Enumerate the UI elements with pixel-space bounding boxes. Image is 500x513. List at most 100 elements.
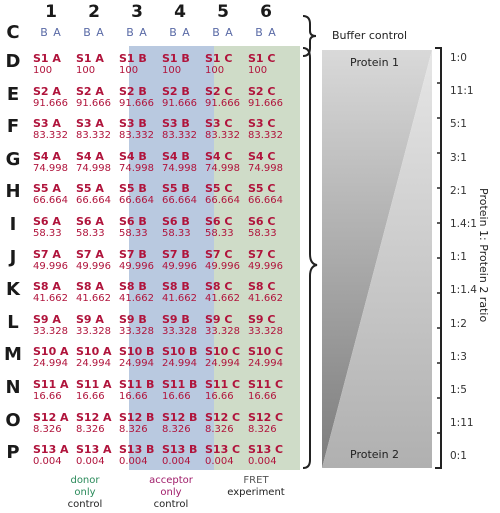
well-sample-name: S2 C bbox=[205, 84, 233, 98]
ba-label: B A bbox=[83, 26, 105, 39]
well-value: 91.666 bbox=[162, 97, 197, 109]
well-sample-name: S11 C bbox=[248, 378, 284, 391]
well-sample-name: S10 B bbox=[119, 345, 155, 359]
well-cell: S11 A 16.66 bbox=[76, 379, 116, 403]
well-value: 0.004 bbox=[205, 456, 234, 468]
well-sample-name: S9 C bbox=[205, 312, 233, 326]
well-cell: S6 C 58.33 bbox=[205, 216, 245, 240]
well-value: 100 bbox=[162, 65, 182, 76]
well-cell: S13 C 0.004 bbox=[205, 444, 245, 468]
buffer-control-label: Buffer control bbox=[332, 29, 408, 42]
well-sample-name: S11 A bbox=[76, 378, 112, 391]
well-cell: S6 A 58.33 bbox=[76, 216, 116, 240]
well-sample-name: S10 A bbox=[33, 345, 69, 359]
ratio-bracket bbox=[435, 47, 442, 469]
well-cell: S2 B 91.666 bbox=[162, 85, 202, 110]
well-cell: S6 C 58.33 bbox=[248, 216, 288, 240]
well-sample-name: S11 C bbox=[205, 378, 241, 391]
well-sample-name: S7 A bbox=[33, 247, 61, 261]
well-value: 0.004 bbox=[119, 456, 148, 468]
well-cell: S9 A 33.328 bbox=[76, 313, 116, 338]
well-value: 83.332 bbox=[162, 130, 197, 142]
well-cell: S4 C 74.998 bbox=[248, 149, 288, 175]
well-cell: S4 A 74.998 bbox=[76, 150, 116, 175]
well-value: 8.326 bbox=[33, 423, 62, 435]
well-cell: S5 C 66.664 bbox=[205, 183, 245, 207]
well-cell: S4 C 74.998 bbox=[205, 150, 245, 175]
well-value: 0.004 bbox=[33, 456, 62, 468]
well-sample-name: S5 B bbox=[162, 182, 190, 196]
well-value: 24.994 bbox=[248, 358, 283, 370]
row-label-i: I bbox=[9, 214, 17, 235]
well-cell: S2 C 91.666 bbox=[248, 85, 288, 110]
well-sample-name: S9 A bbox=[33, 312, 61, 326]
well-cell: S3 A 83.332 bbox=[76, 118, 116, 142]
well-cell: S10 C 24.994 bbox=[248, 346, 288, 370]
well-sample-name: S5 A bbox=[76, 182, 104, 196]
well-value: 16.66 bbox=[248, 391, 277, 402]
well-cell: S7 C 49.996 bbox=[248, 248, 288, 273]
column-header-4: 4 bbox=[174, 2, 186, 22]
well-cell: S13 B 0.004 bbox=[162, 444, 202, 468]
ratio-triangles bbox=[322, 50, 432, 468]
well-cell: S8 B 41.662 bbox=[162, 281, 202, 305]
well-sample-name: S10 C bbox=[248, 345, 284, 359]
well-cell: S13 C 0.004 bbox=[248, 444, 288, 468]
well-cell: S5 B 66.664 bbox=[162, 183, 202, 207]
well-cell: S3 C 83.332 bbox=[248, 118, 288, 142]
well-sample-name: S3 A bbox=[33, 117, 61, 131]
row-label-k: K bbox=[6, 279, 20, 301]
well-value: 58.33 bbox=[205, 228, 234, 239]
well-sample-name: S10 C bbox=[205, 345, 241, 359]
well-value: 100 bbox=[76, 65, 96, 76]
well-cell: S9 B 33.328 bbox=[119, 312, 159, 338]
row-label-p: P bbox=[6, 442, 20, 464]
ratio-label: 1:5 bbox=[450, 384, 467, 396]
well-sample-name: S11 B bbox=[162, 378, 198, 391]
ratio-label: 1:11 bbox=[450, 417, 474, 430]
well-value: 66.664 bbox=[248, 195, 283, 207]
well-value: 66.664 bbox=[76, 195, 111, 207]
ba-label: B A bbox=[255, 26, 277, 39]
well-sample-name: S11 A bbox=[33, 378, 69, 391]
well-value: 66.664 bbox=[119, 195, 154, 207]
well-value: 33.328 bbox=[162, 325, 197, 337]
well-value: 66.664 bbox=[162, 195, 197, 207]
well-cell: S9 A 33.328 bbox=[33, 312, 73, 338]
well-sample-name: S4 C bbox=[248, 149, 276, 163]
well-cell: S11 C 16.66 bbox=[205, 379, 245, 403]
well-value: 33.328 bbox=[248, 325, 283, 337]
well-cell: S9 C 33.328 bbox=[248, 313, 288, 338]
ratio-label: 1:0 bbox=[450, 52, 467, 64]
well-cell: S11 B 16.66 bbox=[119, 379, 159, 403]
row-label-n: N bbox=[5, 377, 21, 398]
well-sample-name: S13 C bbox=[248, 443, 284, 457]
well-cell: S2 B 91.666 bbox=[119, 85, 159, 110]
well-sample-name: S9 B bbox=[119, 312, 147, 326]
ratio-label: 1:3 bbox=[450, 350, 467, 363]
well-cell: S8 A 41.662 bbox=[76, 281, 116, 305]
well-sample-name: S4 B bbox=[162, 149, 190, 163]
well-sample-name: S10 B bbox=[162, 345, 198, 359]
well-cell: S2 A 91.666 bbox=[76, 85, 116, 110]
well-value: 41.662 bbox=[119, 293, 154, 305]
well-sample-name: S8 C bbox=[248, 280, 276, 294]
well-value: 0.004 bbox=[76, 456, 105, 468]
well-sample-name: S3 C bbox=[205, 117, 233, 131]
well-cell: S5 A 66.664 bbox=[76, 183, 116, 207]
well-sample-name: S12 B bbox=[119, 410, 155, 424]
well-cell: S10 B 24.994 bbox=[162, 346, 202, 370]
well-sample-name: S1 A bbox=[33, 52, 61, 65]
well-value: 8.326 bbox=[76, 423, 105, 435]
row-label-o: O bbox=[5, 409, 21, 431]
well-value: 58.33 bbox=[119, 228, 148, 239]
well-cell: S8 B 41.662 bbox=[119, 281, 159, 305]
well-value: 24.994 bbox=[33, 358, 68, 370]
group-brace bbox=[302, 47, 318, 469]
well-sample-name: S3 B bbox=[162, 117, 190, 131]
well-value: 100 bbox=[119, 65, 139, 76]
ratio-label: 11:1 bbox=[450, 85, 474, 98]
ratio-label: 1:1 bbox=[450, 251, 467, 264]
well-value: 24.994 bbox=[119, 358, 154, 370]
well-value: 83.332 bbox=[205, 130, 240, 142]
